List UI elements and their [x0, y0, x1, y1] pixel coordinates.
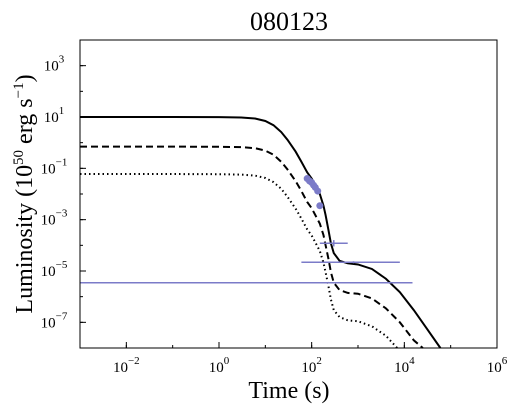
y-axis-label-sup2: −1: [11, 82, 27, 98]
series-line-dashed: [80, 145, 424, 349]
y-tick-label: 10−7: [41, 310, 68, 331]
plot-frame: [79, 39, 498, 349]
y-tick-label: 101: [44, 105, 65, 126]
y-tick-label: 10−5: [41, 259, 68, 280]
x-tick-label: 104: [394, 355, 415, 376]
y-tick-label: 10−3: [41, 208, 68, 229]
y-axis-label-sup1: 50: [11, 150, 27, 165]
chart-title: 080123: [250, 7, 328, 36]
data-point: [316, 202, 324, 210]
series-line-dotted: [80, 173, 398, 349]
y-axis-label: Luminosity (1050 erg s−1): [11, 74, 38, 313]
x-axis-label: Time (s): [248, 378, 329, 404]
y-axis-label-prefix: Luminosity (10: [12, 165, 38, 314]
x-tick-label: 106: [487, 355, 507, 376]
data-point: [314, 187, 322, 195]
y-axis-label-mid: erg s: [12, 98, 38, 150]
y-tick-label: 103: [44, 54, 65, 75]
ticks: 10−2 100 102 104 106 10−7 10−5 10−3 10−1 101 103: [41, 39, 507, 376]
series-line-solid: [80, 116, 442, 349]
x-tick-label: 10−2: [113, 355, 140, 376]
y-tick-label: 10−1: [41, 156, 68, 177]
plot-area: [80, 116, 442, 349]
x-tick-label: 102: [301, 355, 322, 376]
x-tick-label: 100: [209, 355, 230, 376]
y-axis-label-suffix: ): [12, 74, 38, 82]
